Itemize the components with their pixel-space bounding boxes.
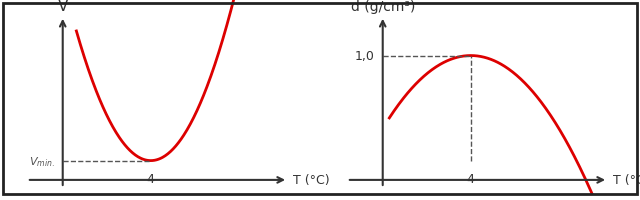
Text: V: V [58,0,68,14]
Text: 4: 4 [467,172,475,185]
Text: d (g/cm³): d (g/cm³) [351,0,415,14]
Text: T (°C): T (°C) [613,174,640,186]
Text: T (°C): T (°C) [293,174,330,186]
Text: 4: 4 [147,172,155,185]
Text: $V_{min.}$: $V_{min.}$ [29,154,55,168]
Text: 1,0: 1,0 [355,50,375,63]
